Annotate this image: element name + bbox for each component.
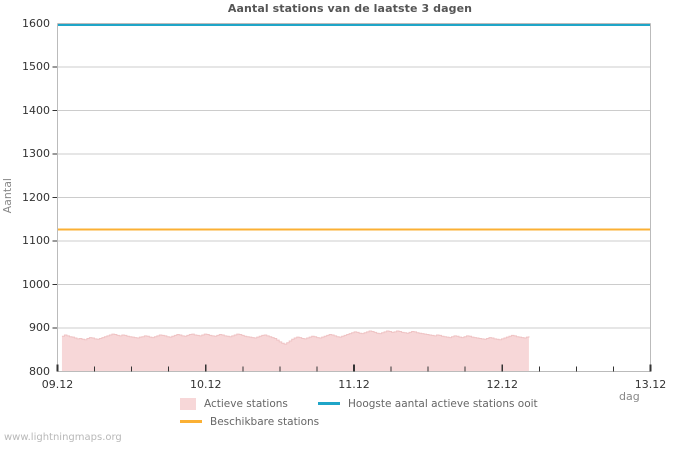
legend-label-hoogste-aantal: Hoogste aantal actieve stations ooit bbox=[348, 398, 538, 410]
y-tick-label: 1300 bbox=[22, 147, 50, 160]
legend-item-actieve-stations[interactable]: Actieve stations bbox=[180, 398, 288, 410]
line-swatch-orange-icon bbox=[180, 419, 202, 423]
chart-legend: Actieve stations Hoogste aantal actieve … bbox=[0, 395, 700, 435]
x-tick-label: 10.12 bbox=[190, 378, 222, 391]
x-tick-label: 11.12 bbox=[338, 378, 370, 391]
x-tick-label: 13.12 bbox=[634, 378, 667, 391]
y-tick-label: 1400 bbox=[22, 103, 50, 117]
legend-label-actieve-stations: Actieve stations bbox=[204, 398, 288, 410]
legend-item-hoogste-aantal[interactable]: Hoogste aantal actieve stations ooit bbox=[318, 398, 538, 410]
x-tick-label: 09.12 bbox=[41, 378, 74, 391]
y-tick-label: 1100 bbox=[22, 234, 50, 247]
y-tick-label: 1200 bbox=[22, 190, 50, 204]
legend-label-beschikbare-stations: Beschikbare stations bbox=[210, 416, 320, 428]
x-axis-label: dag bbox=[619, 390, 640, 403]
area-swatch-icon bbox=[180, 398, 196, 410]
x-tick-label: 12.12 bbox=[486, 378, 519, 391]
y-tick-label: 1000 bbox=[22, 277, 50, 291]
y-tick-label: 1500 bbox=[22, 60, 50, 73]
y-tick-label: 1600 bbox=[22, 16, 50, 30]
y-tick-label: 900 bbox=[29, 321, 50, 334]
series-reference-lines bbox=[57, 24, 651, 231]
line-swatch-cyan-icon bbox=[318, 401, 340, 405]
watermark: www.lightningmaps.org bbox=[4, 432, 122, 443]
gridlines bbox=[52, 66, 651, 329]
x-axis-ticks bbox=[56, 364, 652, 372]
y-tick-label: 800 bbox=[29, 364, 50, 378]
legend-item-beschikbare-stations[interactable]: Beschikbare stations bbox=[180, 416, 319, 428]
series-actieve-stations bbox=[61, 330, 530, 372]
chart-title: Aantal stations van de laatste 3 dagen bbox=[227, 2, 473, 15]
